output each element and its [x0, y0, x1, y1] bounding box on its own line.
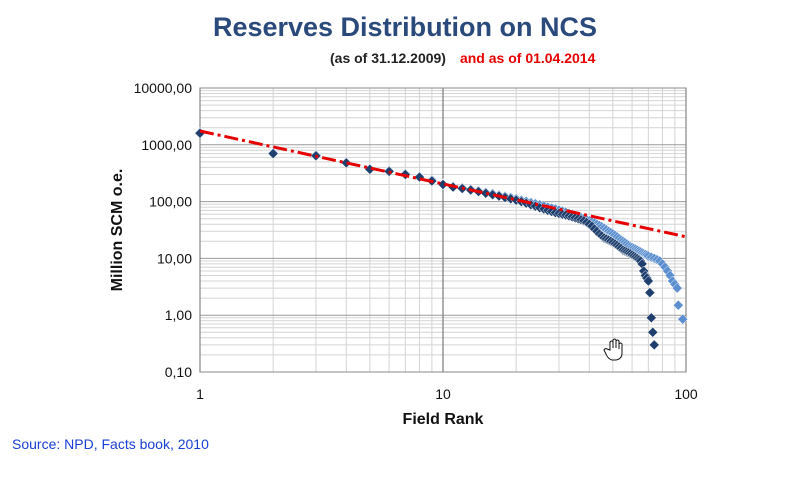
hand-cursor-icon — [603, 338, 623, 361]
y-axis-ticks: 0,10 1,00 10,00 100,00 1000,00 10000,00 — [134, 80, 193, 380]
data-point — [647, 326, 659, 338]
y-tick-label: 10000,00 — [134, 80, 193, 96]
y-axis-title: Million SCM o.e. — [109, 169, 126, 292]
hand-cursor-shape — [603, 338, 623, 361]
y-tick-label: 0,10 — [165, 364, 192, 380]
data-point — [340, 157, 352, 169]
x-tick-label: 10 — [435, 386, 451, 402]
data-point — [644, 287, 656, 298]
data-point — [645, 312, 657, 324]
y-tick-label: 1,00 — [165, 307, 192, 323]
data-point — [648, 339, 660, 351]
subtitle-2009: (as of 31.12.2009) — [330, 50, 446, 66]
data-point — [267, 148, 279, 159]
y-tick-label: 100,00 — [149, 194, 192, 210]
chart-title: Reserves Distribution on NCS — [212, 12, 598, 42]
plot-area-frame — [199, 87, 687, 373]
x-axis-ticks: 1 10 100 — [196, 386, 698, 402]
data-point — [677, 313, 689, 325]
x-axis-title: Field Rank — [403, 411, 484, 428]
source-note: Source: NPD, Facts book, 2010 — [12, 436, 209, 452]
data-point — [672, 299, 684, 311]
data-point — [643, 275, 654, 287]
trend-line — [199, 129, 687, 239]
subtitle-2014: and as of 01.04.2014 — [459, 50, 596, 66]
x-tick-label: 100 — [674, 386, 698, 402]
trend-line-group — [199, 129, 687, 239]
data-point — [671, 282, 683, 294]
chart-subtitle: (as of 31.12.2009) and as of 01.04.2014 — [330, 50, 595, 66]
x-tick-label: 1 — [196, 386, 204, 402]
y-tick-label: 10,00 — [157, 250, 192, 266]
y-tick-label: 1000,00 — [141, 137, 192, 153]
